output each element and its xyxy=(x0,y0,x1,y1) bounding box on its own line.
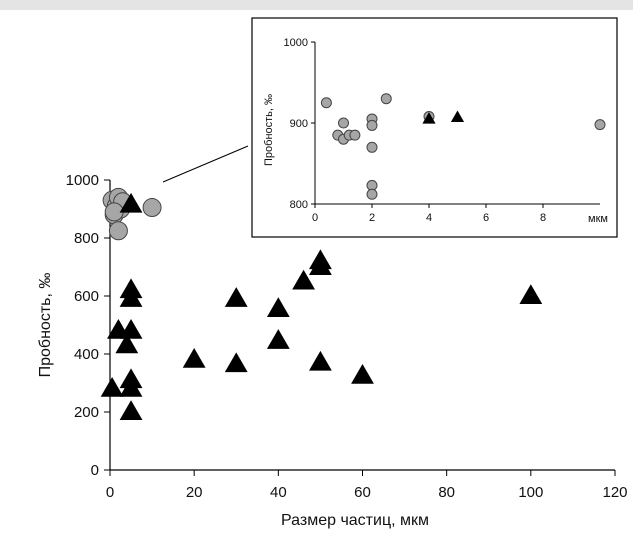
main-y-tick-label: 1000 xyxy=(66,172,99,189)
inset-data-point-triangle xyxy=(450,110,465,122)
inset-y-tick-label: 1000 xyxy=(284,37,308,49)
inset-data-point-circle xyxy=(349,129,361,141)
inset-data-point-circle xyxy=(380,93,392,105)
inset-data-point-circle xyxy=(338,117,349,129)
main-data-point-triangle xyxy=(119,319,143,339)
main-x-tick-label: 120 xyxy=(602,484,627,501)
inset-x-tick-label: 0 xyxy=(312,212,318,224)
main-data-point-triangle xyxy=(119,368,143,389)
main-x-tick-label: 100 xyxy=(518,484,543,501)
main-data-point-triangle xyxy=(224,352,248,373)
main-y-tick-label: 600 xyxy=(74,288,99,305)
main-y-tick-label: 400 xyxy=(74,346,99,363)
main-y-tick-label: 800 xyxy=(74,230,99,247)
main-x-tick-label: 40 xyxy=(270,484,287,501)
main-data-point-triangle xyxy=(115,333,139,354)
main-x-axis-title: Размер частиц, мкм xyxy=(281,512,429,529)
main-y-axis-title: Пробность, ‰ xyxy=(37,273,54,378)
main-data-point-circle xyxy=(142,198,162,218)
main-points xyxy=(100,187,543,420)
inset-plot: 0 2 4 6 8 800 900 1000 мкм Пробность, ‰ xyxy=(251,17,618,238)
inset-y-tick-label: 900 xyxy=(290,118,308,130)
inset-y-tick-label: 800 xyxy=(290,199,308,211)
main-y-ticks: 0 200 400 600 800 1000 xyxy=(66,172,110,479)
inset-data-point-circle xyxy=(366,119,378,131)
main-data-point-triangle xyxy=(224,287,248,307)
main-data-point-triangle xyxy=(266,297,290,318)
main-data-point-triangle xyxy=(266,329,290,349)
main-data-point-triangle xyxy=(119,400,143,420)
inset-x-tick-label: 6 xyxy=(483,212,489,224)
main-x-ticks: 0 20 40 60 80 100 120 xyxy=(106,470,628,501)
inset-data-point-circle xyxy=(366,141,378,153)
inset-frame xyxy=(251,17,618,238)
inset-y-ticks: 800 900 1000 xyxy=(284,37,315,211)
main-x-tick-label: 80 xyxy=(438,484,455,501)
inset-leader-line xyxy=(162,145,249,183)
inset-data-point-circle xyxy=(320,97,332,109)
main-y-tick-label: 200 xyxy=(74,404,99,421)
inset-data-point-circle xyxy=(594,119,606,131)
inset-data-point-circle xyxy=(366,188,378,200)
inset-x-ticks: 0 2 4 6 8 xyxy=(312,204,546,224)
main-data-point-triangle xyxy=(292,269,315,290)
main-data-point-triangle xyxy=(351,363,374,384)
inset-x-tick-label: 8 xyxy=(540,212,546,224)
main-data-point-triangle xyxy=(182,348,206,368)
main-data-point-triangle xyxy=(309,350,332,371)
main-data-point-triangle xyxy=(119,192,143,213)
inset-points xyxy=(320,93,606,200)
inset-x-tick-label: 4 xyxy=(426,212,432,224)
top-strip xyxy=(0,0,633,10)
main-data-point-triangle xyxy=(519,284,543,304)
main-data-point-triangle xyxy=(309,249,332,270)
inset-y-axis-title: Пробность, ‰ xyxy=(263,94,275,166)
inset-data-point-triangle xyxy=(422,112,436,124)
main-data-point-triangle xyxy=(100,377,124,397)
inset-x-tick-label: 2 xyxy=(369,212,375,224)
main-x-tick-label: 0 xyxy=(106,484,114,501)
inset-x-unit: мкм xyxy=(588,213,608,225)
main-y-tick-label: 0 xyxy=(91,462,99,479)
main-data-point-triangle xyxy=(119,278,143,299)
main-x-tick-label: 20 xyxy=(186,484,203,501)
main-x-tick-label: 60 xyxy=(354,484,371,501)
main-data-point-circle xyxy=(108,221,128,241)
